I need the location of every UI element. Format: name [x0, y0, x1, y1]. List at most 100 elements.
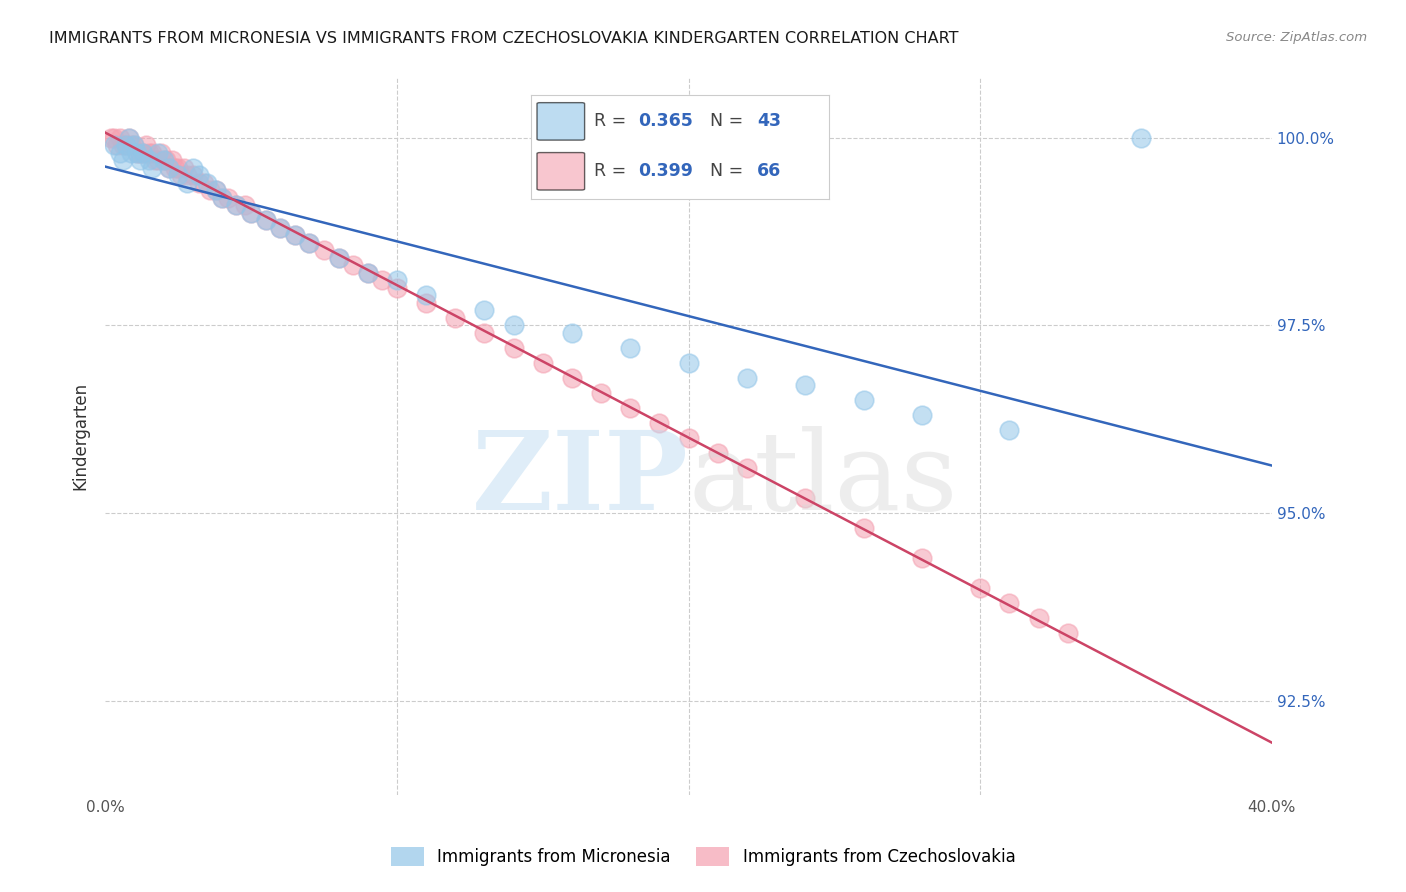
Point	[146, 153, 169, 167]
Point	[735, 461, 758, 475]
Point	[114, 138, 136, 153]
Point	[240, 205, 263, 219]
Point	[531, 356, 554, 370]
Point	[225, 198, 247, 212]
Point	[141, 145, 163, 160]
Point	[127, 145, 149, 160]
Point	[328, 251, 350, 265]
Point	[103, 138, 125, 153]
Point	[561, 326, 583, 340]
Point	[205, 183, 228, 197]
Point	[124, 138, 146, 153]
Point	[312, 243, 335, 257]
Text: Source: ZipAtlas.com: Source: ZipAtlas.com	[1226, 31, 1367, 45]
Point	[211, 191, 233, 205]
Point	[181, 168, 204, 182]
Point	[200, 183, 222, 197]
Point	[444, 310, 467, 325]
Point	[117, 130, 139, 145]
Point	[254, 213, 277, 227]
Point	[176, 168, 198, 182]
Point	[176, 176, 198, 190]
Point	[170, 168, 193, 182]
Point	[371, 273, 394, 287]
Point	[357, 266, 380, 280]
Point	[111, 138, 134, 153]
Point	[561, 371, 583, 385]
Point	[998, 424, 1021, 438]
Point	[121, 145, 143, 160]
Point	[195, 176, 218, 190]
Point	[143, 153, 166, 167]
Point	[911, 551, 934, 566]
Point	[1129, 130, 1152, 145]
Point	[141, 161, 163, 175]
Point	[1056, 626, 1078, 640]
Point	[187, 168, 209, 182]
Point	[111, 153, 134, 167]
Point	[589, 385, 612, 400]
Point	[114, 138, 136, 153]
Point	[149, 145, 172, 160]
Point	[852, 393, 875, 408]
Point	[502, 341, 524, 355]
Point	[129, 145, 152, 160]
Text: ZIP: ZIP	[472, 425, 689, 533]
Text: atlas: atlas	[689, 425, 957, 533]
Point	[852, 521, 875, 535]
Point	[167, 161, 190, 175]
Point	[240, 205, 263, 219]
Point	[385, 273, 408, 287]
Point	[135, 138, 157, 153]
Point	[225, 198, 247, 212]
Point	[217, 191, 239, 205]
Point	[706, 446, 728, 460]
Point	[385, 281, 408, 295]
Point	[648, 416, 671, 430]
Point	[254, 213, 277, 227]
Y-axis label: Kindergarten: Kindergarten	[72, 382, 89, 490]
Point	[165, 161, 187, 175]
Point	[298, 235, 321, 250]
Point	[187, 176, 209, 190]
Point	[132, 145, 155, 160]
Point	[911, 409, 934, 423]
Point	[619, 401, 641, 415]
Point	[415, 295, 437, 310]
Point	[794, 378, 817, 392]
Point	[735, 371, 758, 385]
Point	[269, 220, 291, 235]
Point	[108, 130, 131, 145]
Point	[205, 183, 228, 197]
Text: IMMIGRANTS FROM MICRONESIA VS IMMIGRANTS FROM CZECHOSLOVAKIA KINDERGARTEN CORREL: IMMIGRANTS FROM MICRONESIA VS IMMIGRANTS…	[49, 31, 959, 46]
Point	[152, 153, 174, 167]
Point	[157, 161, 180, 175]
Point	[415, 288, 437, 302]
Point	[162, 153, 184, 167]
Point	[193, 176, 215, 190]
Point	[100, 130, 122, 145]
Point	[117, 130, 139, 145]
Point	[124, 138, 146, 153]
Point	[173, 161, 195, 175]
Legend: Immigrants from Micronesia, Immigrants from Czechoslovakia: Immigrants from Micronesia, Immigrants f…	[384, 840, 1022, 873]
Point	[474, 326, 496, 340]
Point	[233, 198, 256, 212]
Point	[969, 581, 991, 595]
Point	[105, 138, 128, 153]
Point	[678, 356, 700, 370]
Point	[152, 153, 174, 167]
Point	[357, 266, 380, 280]
Point	[129, 153, 152, 167]
Point	[298, 235, 321, 250]
Point	[127, 145, 149, 160]
Point	[155, 153, 177, 167]
Point	[794, 491, 817, 505]
Point	[284, 228, 307, 243]
Point	[328, 251, 350, 265]
Point	[678, 431, 700, 445]
Point	[132, 145, 155, 160]
Point	[167, 168, 190, 182]
Point	[1028, 611, 1050, 625]
Point	[474, 303, 496, 318]
